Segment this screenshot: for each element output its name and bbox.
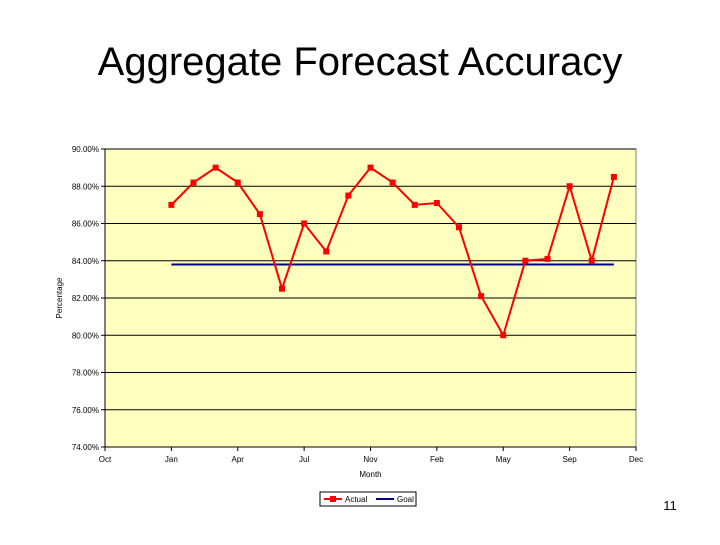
y-tick-label: 80.00% xyxy=(72,331,99,340)
legend-box xyxy=(319,491,417,507)
actual-point xyxy=(234,179,241,186)
x-tick-label: Sep xyxy=(563,455,578,464)
actual-point xyxy=(279,285,285,292)
legend-actual-marker xyxy=(330,496,336,502)
actual-point xyxy=(168,201,175,208)
x-tick-label: Jan xyxy=(165,455,178,464)
x-tick-label: Jul xyxy=(299,455,309,464)
actual-point xyxy=(411,201,418,208)
actual-point xyxy=(190,179,197,186)
y-tick-label: 78.00% xyxy=(72,369,99,378)
slide-title: Aggregate Forecast Accuracy xyxy=(97,40,623,84)
legend-goal-label: Goal xyxy=(397,495,414,504)
actual-point xyxy=(212,164,219,171)
actual-point xyxy=(367,164,374,171)
actual-point xyxy=(256,211,263,218)
x-axis-title: Month xyxy=(359,470,381,479)
y-axis-title: Percentage xyxy=(55,277,64,318)
x-tick-label: Apr xyxy=(232,455,245,464)
legend-actual-label: Actual xyxy=(345,495,367,504)
x-tick-label: Oct xyxy=(99,455,112,464)
y-tick-label: 86.00% xyxy=(72,220,99,229)
x-tick-label: Feb xyxy=(430,455,444,464)
y-tick-label: 90.00% xyxy=(72,145,99,154)
actual-point xyxy=(522,257,529,264)
actual-point xyxy=(566,183,573,190)
actual-point xyxy=(588,257,595,264)
y-tick-label: 76.00% xyxy=(72,406,99,415)
x-tick-label: May xyxy=(496,455,511,464)
actual-point xyxy=(433,200,440,207)
actual-point xyxy=(478,293,485,300)
actual-point xyxy=(323,248,330,255)
actual-point xyxy=(456,224,462,231)
page-number: 11 xyxy=(663,498,677,513)
actual-point xyxy=(345,192,352,199)
actual-point xyxy=(389,179,396,186)
x-tick-label: Nov xyxy=(363,455,377,464)
y-tick-label: 82.00% xyxy=(72,294,99,303)
actual-point xyxy=(301,220,308,227)
y-tick-label: 84.00% xyxy=(72,257,99,266)
actual-point xyxy=(544,255,551,262)
y-tick-label: 88.00% xyxy=(72,182,99,191)
x-tick-label: Dec xyxy=(629,455,643,464)
y-tick-label: 74.00% xyxy=(72,443,99,452)
actual-point xyxy=(500,332,507,339)
actual-point xyxy=(610,173,617,180)
